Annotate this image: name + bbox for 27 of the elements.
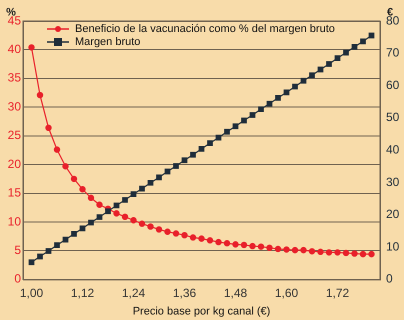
y2-tick-label: 60 <box>386 78 400 92</box>
y-tick-label: 25 <box>8 128 22 142</box>
x-tick-label: 1,00 <box>20 286 44 300</box>
y2-tick-label: 0 <box>386 272 393 286</box>
y2-tick-label: 20 <box>386 207 400 222</box>
y-tick-label: 10 <box>8 214 22 228</box>
x-tick-label: 1,48 <box>224 286 248 300</box>
x-axis-title: Precio base por kg canal (€) <box>132 305 270 318</box>
y2-tick-label: 70 <box>386 46 400 60</box>
y-tick-label: 15 <box>8 186 22 200</box>
legend-label: Beneficio de la vacunación como % del margen bruto <box>75 23 335 36</box>
legend-label: Margen bruto <box>75 36 140 48</box>
x-tick-label: 1,72 <box>326 286 350 300</box>
x-tick-label: 1,12 <box>70 286 94 300</box>
y-tick-label: 0 <box>14 272 22 286</box>
y-tick-label: 35 <box>8 70 22 85</box>
x-tick-label: 1,36 <box>172 286 196 300</box>
y2-tick-label: 50 <box>386 110 400 124</box>
y-tick-label: 20 <box>8 156 22 171</box>
y-tick-label: 40 <box>8 42 22 56</box>
y2-tick-label: 40 <box>386 142 400 157</box>
x-tick-label: 1,60 <box>274 286 298 300</box>
y-tick-label: 30 <box>8 99 22 114</box>
y2-tick-label: 30 <box>386 174 400 189</box>
y2-tick-label: 10 <box>386 239 400 254</box>
x-tick-label: 1,24 <box>122 286 146 300</box>
y-tick-label: 5 <box>14 243 22 257</box>
